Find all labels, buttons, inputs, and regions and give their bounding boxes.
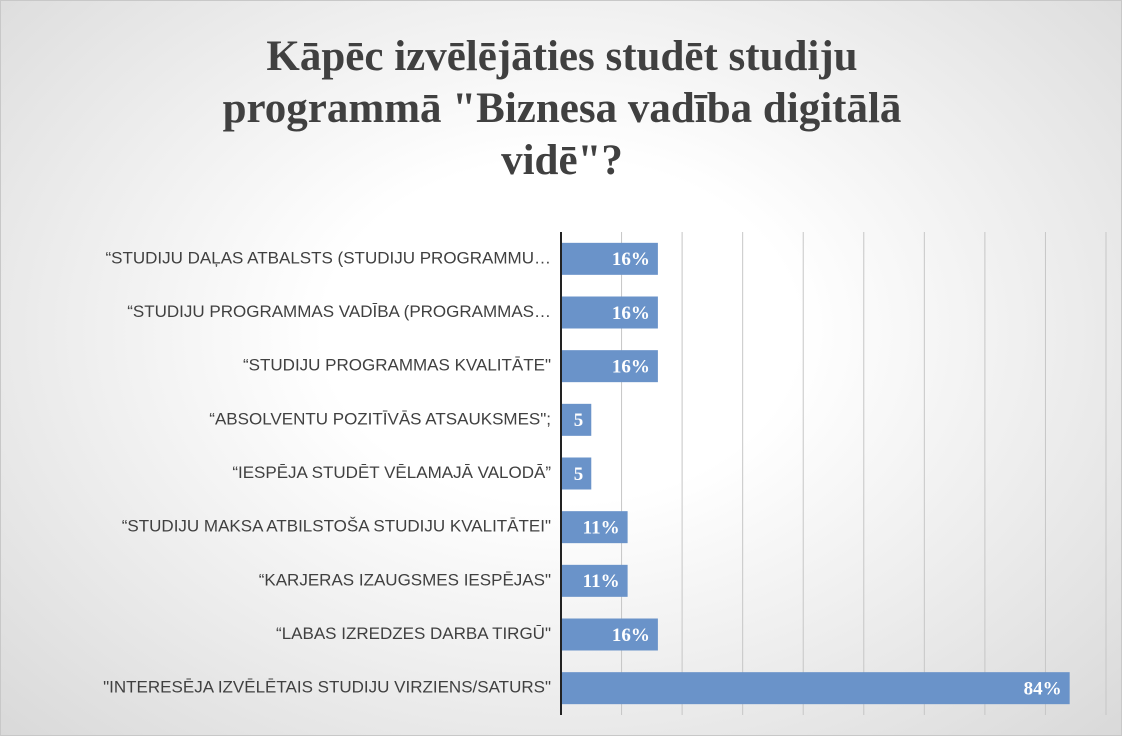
bar: [561, 457, 592, 490]
bar: [561, 564, 628, 597]
data-label: 16%: [612, 249, 650, 270]
data-label: 11%: [583, 571, 620, 592]
bar: [561, 242, 658, 275]
y-tick-label: “STUDIJU PROGRAMMAS VADĪBA (PROGRAMMAS…: [127, 302, 551, 321]
data-label: 5: [574, 410, 584, 431]
bar: [561, 403, 592, 436]
y-tick-label: "INTERESĒJA IZVĒLĒTAIS STUDIJU VIRZIENS/…: [103, 678, 551, 697]
data-label: 5: [574, 464, 584, 485]
bar: [561, 672, 1070, 705]
y-tick-label: “STUDIJU MAKSA ATBILSTOŠA STUDIJU KVALIT…: [122, 517, 551, 536]
bar: [561, 511, 628, 544]
data-label: 16%: [612, 303, 650, 324]
data-label: 11%: [583, 518, 620, 539]
y-tick-label: “STUDIJU DAĻAS ATBALSTS (STUDIJU PROGRAM…: [105, 248, 551, 267]
y-tick-label: “LABAS IZREDZES DARBA TIRGŪ": [276, 624, 551, 643]
data-label: 16%: [612, 625, 650, 646]
bar: [561, 350, 658, 383]
data-label: 84%: [1024, 679, 1062, 700]
chart-title: Kāpēc izvēlējāties studēt studiju progra…: [222, 33, 902, 184]
y-tick-label: “STUDIJU PROGRAMMAS KVALITĀTE": [243, 356, 551, 375]
data-label: 16%: [612, 357, 650, 378]
bar: [561, 618, 658, 651]
y-tick-label: “IESPĒJA STUDĒT VĒLAMAJĀ VALODĀ”: [232, 463, 551, 482]
bar: [561, 296, 658, 329]
y-tick-label: “KARJERAS IZAUGSMES IESPĒJAS": [259, 570, 551, 589]
y-tick-label: “ABSOLVENTU POZITĪVĀS ATSAUKSMES";: [209, 409, 551, 428]
